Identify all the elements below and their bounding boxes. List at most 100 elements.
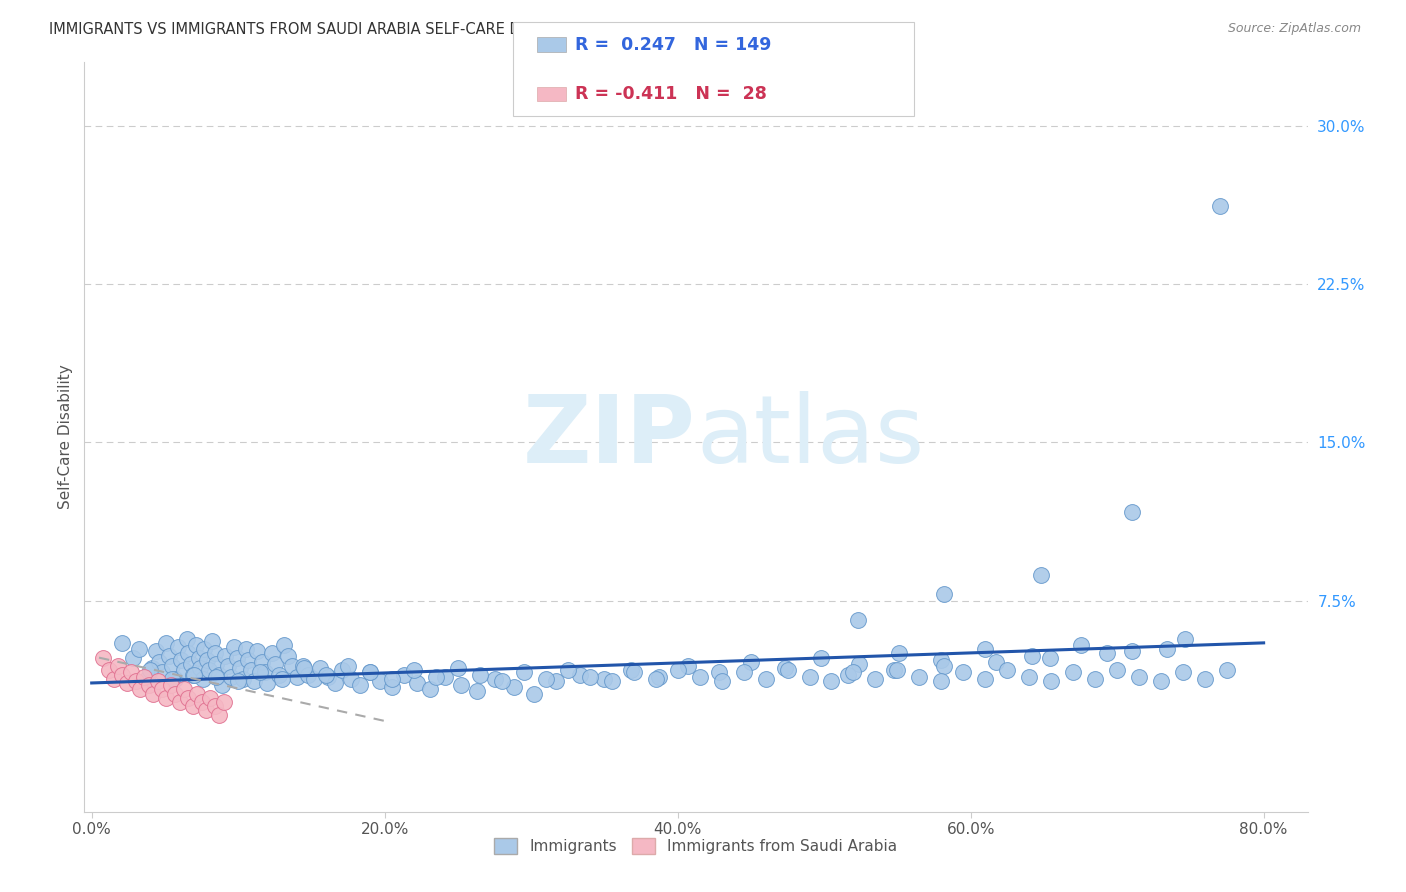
Point: [934, 587, 956, 601]
Point: [1173, 632, 1195, 646]
Point: [468, 667, 491, 681]
Point: [837, 667, 859, 681]
Point: [148, 655, 170, 669]
Point: [205, 670, 228, 684]
Point: [184, 638, 207, 652]
Point: [243, 673, 266, 688]
Point: [359, 665, 381, 680]
Point: [315, 667, 337, 681]
Point: [249, 665, 271, 680]
Point: [159, 678, 181, 692]
Point: [623, 665, 645, 680]
Point: [173, 682, 195, 697]
Point: [225, 650, 247, 665]
Point: [235, 642, 257, 657]
Point: [176, 632, 198, 646]
Point: [271, 672, 294, 686]
Point: [820, 673, 842, 688]
Point: [931, 653, 953, 667]
Point: [733, 665, 755, 680]
Point: [269, 667, 291, 681]
Point: [513, 665, 536, 680]
Point: [1121, 644, 1143, 658]
Point: [253, 665, 276, 680]
Point: [211, 678, 233, 692]
Point: [165, 686, 187, 700]
Point: [273, 638, 295, 652]
Point: [162, 672, 184, 686]
Point: [277, 648, 299, 663]
Point: [433, 670, 456, 684]
Point: [644, 672, 666, 686]
Point: [204, 647, 226, 661]
Point: [381, 672, 404, 686]
Text: ZIP: ZIP: [523, 391, 696, 483]
Point: [502, 680, 524, 694]
Point: [173, 663, 195, 677]
Point: [98, 663, 121, 677]
Point: [214, 648, 236, 663]
Point: [187, 650, 209, 665]
Point: [710, 673, 733, 688]
Point: [208, 707, 231, 722]
Point: [141, 661, 163, 675]
Point: [886, 663, 908, 677]
Point: [689, 670, 711, 684]
Point: [200, 690, 222, 705]
Point: [208, 667, 231, 681]
Point: [484, 672, 506, 686]
Point: [349, 678, 371, 692]
Point: [150, 682, 173, 697]
Point: [180, 657, 202, 671]
Point: [557, 663, 579, 677]
Point: [534, 672, 557, 686]
Point: [1208, 199, 1230, 213]
Point: [155, 636, 177, 650]
Point: [392, 667, 415, 681]
Point: [232, 672, 254, 686]
Point: [136, 672, 159, 686]
Point: [1095, 647, 1118, 661]
Point: [150, 665, 173, 680]
Point: [142, 686, 165, 700]
Point: [240, 663, 263, 677]
Point: [292, 661, 315, 675]
Point: [330, 663, 353, 677]
Point: [402, 663, 425, 677]
Point: [169, 695, 191, 709]
Y-axis label: Self-Care Disability: Self-Care Disability: [58, 365, 73, 509]
Point: [908, 670, 931, 684]
Point: [219, 670, 242, 684]
Point: [165, 672, 187, 686]
Point: [491, 673, 513, 688]
Point: [1107, 663, 1129, 677]
Point: [177, 647, 200, 661]
Point: [263, 657, 285, 671]
Point: [103, 672, 125, 686]
Point: [883, 663, 905, 677]
Point: [568, 667, 591, 681]
Point: [146, 673, 169, 688]
Point: [246, 644, 269, 658]
Point: [846, 613, 869, 627]
Text: atlas: atlas: [696, 391, 924, 483]
Point: [447, 661, 470, 675]
Point: [260, 647, 283, 661]
Point: [359, 665, 381, 680]
Point: [842, 665, 865, 680]
Point: [181, 667, 204, 681]
Point: [111, 636, 134, 650]
Point: [1121, 505, 1143, 519]
Point: [291, 659, 314, 673]
Point: [304, 672, 326, 686]
Point: [124, 673, 146, 688]
Point: [848, 657, 870, 671]
Point: [754, 672, 776, 686]
Point: [887, 647, 910, 661]
Point: [183, 667, 205, 681]
Point: [810, 650, 832, 665]
Point: [228, 661, 250, 675]
Point: [107, 659, 129, 673]
Point: [285, 670, 308, 684]
Point: [186, 686, 208, 700]
